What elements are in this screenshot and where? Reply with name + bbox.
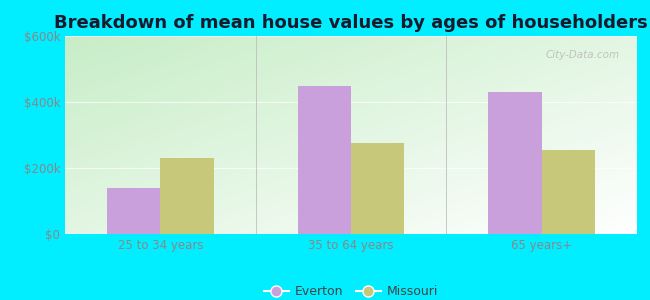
Bar (541, 150, 595, 234)
Bar (298, 85, 351, 234)
Legend: Everton, Missouri: Everton, Missouri (259, 280, 443, 300)
Bar (488, 92, 541, 234)
Bar (107, 188, 161, 234)
Text: City-Data.com: City-Data.com (546, 50, 620, 60)
Bar (161, 158, 214, 234)
Title: Breakdown of mean house values by ages of householders: Breakdown of mean house values by ages o… (54, 14, 648, 32)
Bar (351, 143, 404, 234)
